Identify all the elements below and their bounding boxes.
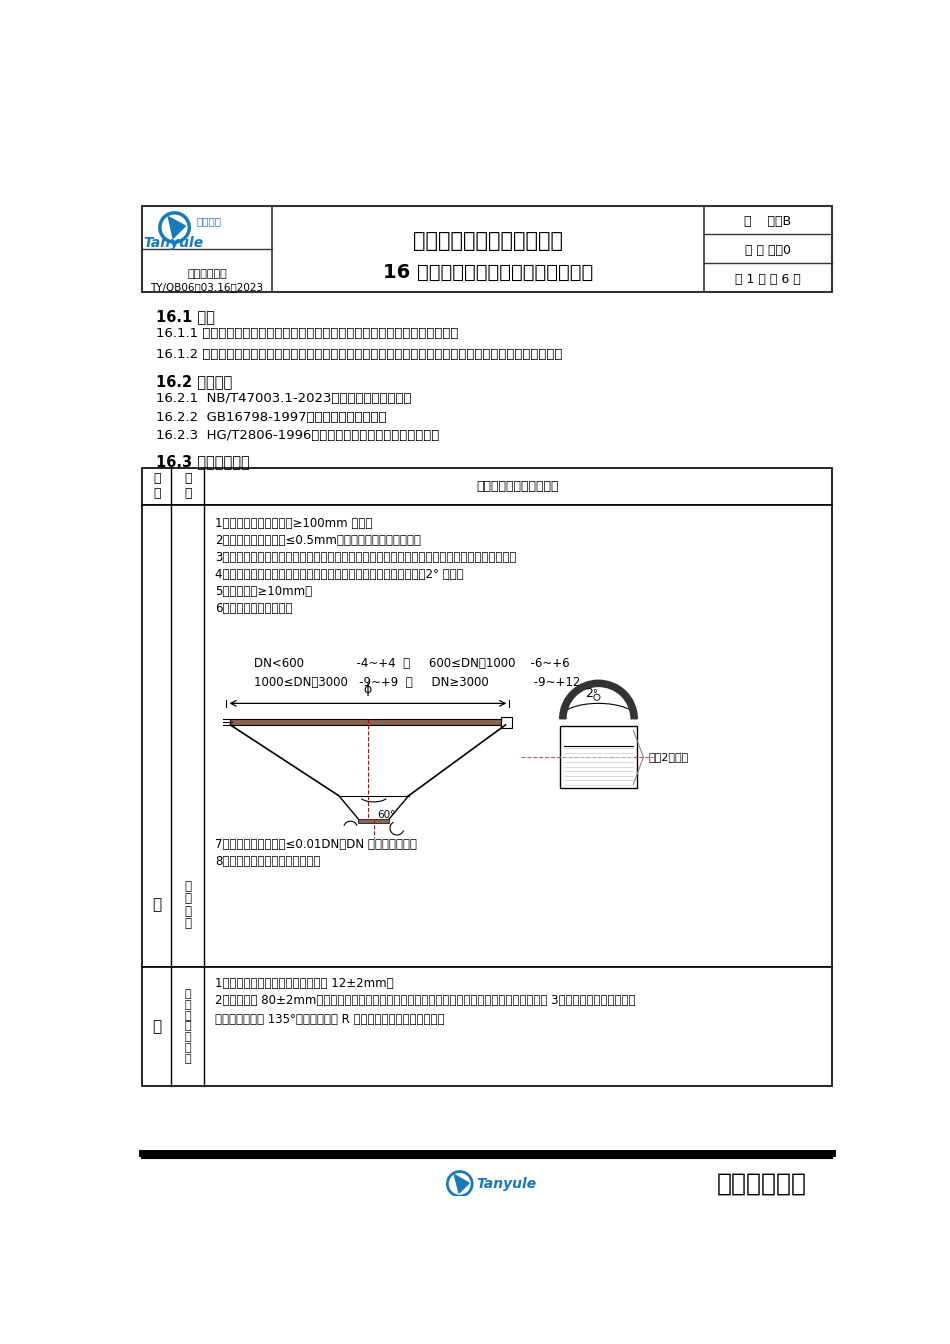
Polygon shape	[168, 216, 185, 238]
Text: 16.2 制定依据: 16.2 制定依据	[156, 374, 232, 388]
Bar	[142, 468, 832, 505]
Text: 2、对接错边量应小于≤0.5mm，外包体错边应锤击复平。: 2、对接错边量应小于≤0.5mm，外包体错边应锤击复平。	[215, 534, 421, 547]
Text: 16.1 总则: 16.1 总则	[156, 309, 215, 324]
Text: 版    本：B: 版 本：B	[744, 215, 791, 228]
Bar	[560, 727, 637, 788]
Text: 16.3 工序验收准则: 16.3 工序验收准则	[156, 454, 250, 469]
Bar	[142, 966, 832, 1086]
Bar	[358, 818, 389, 823]
Bar	[142, 206, 832, 292]
Text: 二: 二	[152, 1019, 162, 1034]
Text: TY/QB06－03.16－2023: TY/QB06－03.16－2023	[150, 282, 264, 293]
Bar	[142, 505, 832, 966]
Text: 形: 形	[184, 892, 191, 906]
Bar	[230, 719, 505, 724]
Text: 第 1 页 共 6 页: 第 1 页 共 6 页	[735, 273, 801, 285]
Text: 左: 左	[184, 1021, 191, 1031]
Text: 修 改 码：0: 修 改 码：0	[745, 245, 790, 257]
Text: Tanyule: Tanyule	[142, 237, 203, 250]
Text: 2: 2	[585, 687, 593, 699]
Text: 封: 封	[184, 905, 191, 918]
Text: 60°: 60°	[377, 809, 396, 820]
Text: 16.2.2  GB16798-1997《食品机械安全卫生》: 16.2.2 GB16798-1997《食品机械安全卫生》	[156, 411, 387, 423]
Text: 孔: 孔	[184, 1000, 191, 1009]
Text: 锥: 锥	[184, 880, 191, 894]
Text: 7、最大与最小直径差≤0.01DN（DN 为封头内径）。: 7、最大与最小直径差≤0.01DN（DN 为封头内径）。	[215, 839, 417, 851]
Text: 1、锥形封头人孔冲圈脱边直边高度 12±2mm。: 1、锥形封头人孔冲圈脱边直边高度 12±2mm。	[215, 977, 393, 991]
Text: 16.2.1  NB/T47003.1-2023《钢制焊接常压容器》: 16.2.1 NB/T47003.1-2023《钢制焊接常压容器》	[156, 392, 411, 406]
Text: 工序工艺内容及验收标准: 工序工艺内容及验收标准	[477, 480, 560, 493]
Text: 16.1.2 本准则未规定者则按《容器制造工艺守则》、《塔器制造工艺守则》、《换热器组装工艺守则》要求。: 16.1.2 本准则未规定者则按《容器制造工艺守则》、《塔器制造工艺守则》、《换…	[156, 348, 562, 360]
Wedge shape	[560, 680, 637, 719]
Text: 序
号: 序 号	[153, 472, 161, 500]
Text: （: （	[184, 1011, 191, 1020]
Text: 2、人孔总高 80±2mm（人孔边至封头最低点）。每批罐尺寸必需统一，保温人孔按图纸要求。孔 3、人孔盖开启方向一般为: 2、人孔总高 80±2mm（人孔边至封头最低点）。每批罐尺寸必需统一，保温人孔按…	[215, 995, 636, 1008]
Text: ϕ: ϕ	[364, 683, 372, 696]
Text: 16.2.3  HG/T2806-1996《奥氏体不锈钢容器制造治理细则》: 16.2.3 HG/T2806-1996《奥氏体不锈钢容器制造治理细则》	[156, 429, 439, 442]
Text: 压力容器制造通用工艺守则: 压力容器制造通用工艺守则	[413, 231, 563, 251]
Text: 1000≤DN＜3000   -9~+9  ；     DN≥3000            -9~+12: 1000≤DN＜3000 -9~+9 ； DN≥3000 -9~+12	[254, 676, 580, 688]
Text: 头: 头	[184, 917, 191, 930]
Text: 性: 性	[184, 1043, 191, 1052]
Text: 手: 手	[184, 1032, 191, 1042]
Text: 8、外包锥体出料口应中压成形。: 8、外包锥体出料口应中压成形。	[215, 855, 320, 868]
Text: 3、封头焊接成型后，封头焊缝（包括自动焊）均要内外先粗磨再进展复平。消退应力后再旋压。: 3、封头焊接成型后，封头焊缝（包括自动焊）均要内外先粗磨再进展复平。消退应力后再…	[215, 551, 516, 564]
Bar	[501, 718, 512, 728]
Text: 企业标准代码: 企业标准代码	[187, 269, 227, 280]
Text: DN<600              -4~+4  ；     600≤DN＜1000    -6~+6: DN<600 -4~+4 ； 600≤DN＜1000 -6~+6	[254, 657, 569, 671]
Text: 天宇企业: 天宇企业	[197, 216, 221, 226]
Text: 6、外圆周长误差范围。: 6、外圆周长误差范围。	[215, 602, 293, 614]
Text: 项
目: 项 目	[184, 472, 192, 500]
Polygon shape	[454, 1175, 469, 1193]
Text: 16.1.1 本准则为奥氏体不锈钢、超低碳不锈钢焊制罐（食品类）制造验收准则。: 16.1.1 本准则为奥氏体不锈钢、超低碳不锈钢焊制罐（食品类）制造验收准则。	[156, 327, 458, 340]
Text: 1、拼接封头拼板宽度应≥100mm 以上。: 1、拼接封头拼板宽度应≥100mm 以上。	[215, 517, 372, 530]
Text: ）: ）	[184, 1054, 191, 1063]
Text: 左手，开启角度 135°。（压杆后端 R 角要用线切割加工，以便统一: 左手，开启角度 135°。（压杆后端 R 角要用线切割加工，以便统一	[215, 1013, 445, 1025]
Text: 16 不锈钢罐（食品类）工序验收准则: 16 不锈钢罐（食品类）工序验收准则	[383, 262, 593, 282]
Text: 人: 人	[184, 989, 191, 999]
Text: °: °	[592, 689, 597, 699]
Text: 4、折边应圆整，无皱边，无勾头，外包体旋压封头直边应向外倾斜2° 左右。: 4、折边应圆整，无皱边，无勾头，外包体旋压封头直边应向外倾斜2° 左右。	[215, 567, 464, 581]
Text: Tanyule: Tanyule	[477, 1177, 537, 1191]
Text: 一: 一	[152, 898, 162, 913]
Text: 倾斜2度左右: 倾斜2度左右	[649, 753, 689, 762]
Text: 5、直边高度≥10mm。: 5、直边高度≥10mm。	[215, 585, 312, 598]
Text: 江苏天宇机械: 江苏天宇机械	[717, 1172, 807, 1196]
